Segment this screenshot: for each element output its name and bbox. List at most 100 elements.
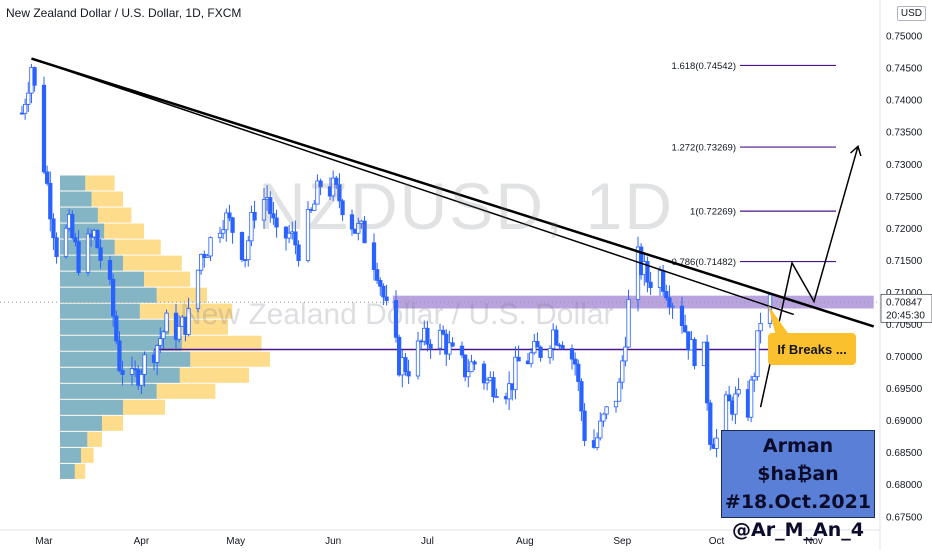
candle-body: [161, 331, 166, 339]
candle-body: [26, 92, 31, 105]
candle-body: [708, 402, 713, 445]
candle-body: [425, 327, 430, 345]
candle-body: [513, 356, 518, 391]
volume-profile-bar-up: [60, 399, 123, 415]
candle-body: [406, 371, 411, 377]
price-axis-panel: [880, 0, 932, 550]
candle-body: [727, 394, 732, 402]
y-tick-label: 0.70500: [886, 320, 923, 331]
candle-body: [683, 325, 688, 333]
candle-body: [620, 360, 625, 383]
candle-body: [529, 352, 534, 365]
candle-body: [340, 200, 345, 216]
candle-body: [459, 345, 465, 356]
candle-body: [601, 413, 606, 422]
candle-body: [481, 363, 487, 384]
candle-body: [293, 231, 298, 246]
candle-body: [45, 171, 50, 184]
volume-profile-bar-up: [60, 367, 180, 383]
candle-body: [598, 420, 603, 439]
y-tick-label: 0.67500: [886, 512, 923, 523]
descending-trendline-inner: [43, 61, 794, 316]
candle-body: [491, 377, 496, 398]
candle-body: [375, 269, 380, 281]
descending-trendline: [31, 57, 875, 328]
candle-body: [705, 341, 710, 404]
candle-body: [243, 259, 248, 262]
y-tick-label: 0.75000: [886, 32, 923, 43]
candle-body: [85, 233, 91, 273]
x-tick-label: Nov: [805, 536, 823, 547]
volume-profile-bar-up: [60, 271, 144, 287]
candle-body: [217, 232, 223, 239]
candle-body: [393, 300, 399, 338]
candle-body: [296, 244, 301, 261]
y-tick-label: 0.70000: [886, 352, 923, 363]
candle-body: [227, 212, 232, 219]
y-tick-label: 0.68500: [886, 448, 923, 459]
candle-body: [579, 381, 584, 412]
watermark-name: New Zealand Dollar / U.S. Dollar: [180, 298, 614, 331]
candle-body: [371, 242, 377, 270]
candle-body: [312, 203, 317, 211]
fib-level-label: 1.272(0.73269): [672, 143, 736, 154]
fib-level-label: 0.786(0.71482): [672, 257, 736, 268]
y-tick-label: 0.72000: [886, 224, 923, 235]
last-price-tag-bg: [880, 293, 932, 323]
candle-body: [331, 177, 336, 197]
x-tick-label: Sep: [613, 536, 631, 547]
candle-body: [403, 357, 408, 372]
y-tick-label: 0.74000: [886, 96, 923, 107]
candle-body: [547, 348, 553, 358]
candle-body: [604, 406, 609, 415]
volume-profile-bar-up: [60, 431, 88, 447]
candle-body: [450, 342, 455, 347]
candle-body: [337, 184, 342, 202]
candle-body: [569, 348, 575, 360]
volume-profile-bar-up: [60, 207, 98, 223]
candle-body: [437, 329, 443, 349]
candle-body: [252, 211, 257, 221]
candle-body: [736, 389, 741, 395]
candle-body: [679, 305, 685, 327]
y-tick-label: 0.73500: [886, 128, 923, 139]
candle-body: [645, 261, 650, 283]
candle-body: [63, 227, 69, 257]
x-tick-label: May: [226, 536, 245, 547]
callout-pointer: [768, 305, 790, 336]
last-price-tag: 0.70847: [886, 297, 923, 308]
candle-body: [356, 223, 361, 234]
resistance-zone: [392, 295, 874, 309]
currency-label[interactable]: USD: [896, 6, 926, 21]
y-tick-label: 0.69500: [886, 384, 923, 395]
candle-body: [362, 220, 367, 244]
candle-body: [305, 209, 311, 261]
candle-body: [117, 340, 122, 371]
candle-body: [626, 299, 631, 348]
candle-body: [623, 346, 628, 362]
candle-body: [494, 396, 499, 398]
candle-body: [48, 182, 53, 220]
projection-path: [759, 146, 859, 408]
candle-body: [733, 393, 738, 415]
candle-body: [208, 237, 213, 257]
candle-body: [107, 259, 113, 280]
candle-body: [560, 345, 565, 349]
candle-body: [752, 376, 757, 381]
candle-body: [664, 291, 669, 299]
candle-body: [221, 229, 226, 234]
candle-body: [613, 400, 619, 408]
candle-body: [582, 410, 587, 441]
candle-body: [268, 197, 273, 215]
candle-body: [755, 330, 760, 378]
projection-arrowhead: [850, 144, 862, 157]
candle-body: [466, 371, 471, 378]
y-tick-label: 0.71000: [886, 288, 923, 299]
candle-body: [397, 336, 402, 376]
volume-profile-bar-up: [60, 351, 191, 367]
fib-level-label: 1(0.72269): [690, 207, 736, 218]
candle-body: [485, 379, 490, 384]
candle-body: [576, 363, 581, 382]
